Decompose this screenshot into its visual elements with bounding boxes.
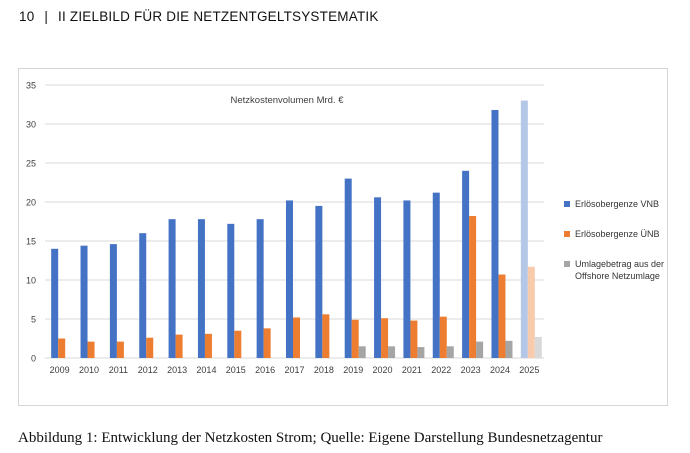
y-tick-label-25: 25 xyxy=(26,159,36,169)
bar-2021-series-2 xyxy=(410,320,418,358)
legend-swatch-3 xyxy=(564,261,570,267)
bar-2013-series-2 xyxy=(175,334,183,358)
legend-item-2: Erlösobergenze ÜNB xyxy=(564,228,674,240)
bar-2011-series-2 xyxy=(116,341,124,358)
bar-2009-series-1 xyxy=(51,248,59,358)
bar-2016-series-2 xyxy=(263,328,271,358)
chart-title: Netzkostenvolumen Mrd. € xyxy=(231,95,345,106)
bar-2020-series-2 xyxy=(381,318,389,358)
bar-2025-series-1 xyxy=(520,100,528,358)
bar-2012-series-1 xyxy=(139,233,147,358)
bar-2023-series-2 xyxy=(469,216,477,358)
x-tick-label-2011: 2011 xyxy=(109,365,128,375)
x-tick-label-2021: 2021 xyxy=(402,365,422,375)
legend-item-3: Umlagebetrag aus der Offshore Netzumlage xyxy=(564,258,674,282)
bar-2019-series-3 xyxy=(358,346,366,358)
bar-2013-series-1 xyxy=(168,219,176,358)
legend-swatch-2 xyxy=(564,231,570,237)
bar-2020-series-3 xyxy=(388,346,396,358)
bar-2021-series-1 xyxy=(403,200,411,358)
legend-swatch-1 xyxy=(564,201,570,207)
bar-2015-series-1 xyxy=(227,223,235,358)
page-number: 10 xyxy=(19,9,35,24)
bar-2019-series-2 xyxy=(351,319,359,358)
x-tick-label-2023: 2023 xyxy=(461,365,481,375)
x-tick-label-2020: 2020 xyxy=(373,365,393,375)
bar-2019-series-1 xyxy=(344,178,352,358)
legend-label-1: Erlösobergenze VNB xyxy=(575,199,660,209)
bar-2021-series-3 xyxy=(417,347,425,358)
x-tick-label-2022: 2022 xyxy=(431,365,451,375)
x-tick-label-2025: 2025 xyxy=(519,365,539,375)
bar-2017-series-1 xyxy=(286,200,293,358)
bar-2022-series-1 xyxy=(432,192,440,358)
x-tick-label-2013: 2013 xyxy=(167,365,187,375)
x-tick-label-2012: 2012 xyxy=(138,365,158,375)
y-tick-label-30: 30 xyxy=(26,120,36,130)
x-tick-label-2017: 2017 xyxy=(284,365,304,375)
bar-2022-series-2 xyxy=(439,316,447,358)
legend-item-1: Erlösobergenze VNB xyxy=(564,198,674,210)
bar-2014-series-2 xyxy=(204,333,212,358)
bar-2024-series-3 xyxy=(505,340,513,358)
bar-2023-series-1 xyxy=(462,170,470,358)
legend-label-2: Erlösobergenze ÜNB xyxy=(575,229,660,239)
bar-2011-series-1 xyxy=(109,244,117,358)
bar-2009-series-2 xyxy=(58,338,66,358)
bar-2024-series-2 xyxy=(498,274,506,358)
page-header: 10 | II ZIELBILD FÜR DIE NETZENTGELTSYST… xyxy=(19,9,379,24)
bar-2023-series-3 xyxy=(476,341,484,358)
x-tick-label-2014: 2014 xyxy=(196,365,216,375)
x-tick-label-2018: 2018 xyxy=(314,365,334,375)
bar-2012-series-2 xyxy=(146,337,154,358)
bar-2022-series-3 xyxy=(446,346,454,358)
x-tick-label-2010: 2010 xyxy=(79,365,99,375)
figure-caption: Abbildung 1: Entwicklung der Netzkosten … xyxy=(18,430,603,446)
y-tick-label-35: 35 xyxy=(26,81,36,91)
bar-2014-series-1 xyxy=(197,219,205,358)
section-title: II ZIELBILD FÜR DIE NETZENTGELTSYSTEMATI… xyxy=(58,9,379,24)
bar-2018-series-2 xyxy=(322,314,330,358)
y-tick-label-10: 10 xyxy=(26,276,36,286)
bar-2018-series-1 xyxy=(315,205,323,358)
x-tick-label-2019: 2019 xyxy=(343,365,363,375)
x-tick-label-2016: 2016 xyxy=(255,365,275,375)
bar-2015-series-2 xyxy=(234,330,242,358)
chart-frame: 0 5 10 15 20 25 30 35 Netzkostenvolumen Mrd. €20… xyxy=(18,68,668,406)
header-separator: | xyxy=(44,9,49,24)
y-tick-label-15: 15 xyxy=(26,237,36,247)
x-tick-label-2009: 2009 xyxy=(50,365,70,375)
bar-2025-series-2 xyxy=(527,266,535,358)
x-tick-label-2015: 2015 xyxy=(226,365,246,375)
bar-2020-series-1 xyxy=(374,197,382,358)
bar-2017-series-2 xyxy=(293,317,300,358)
y-tick-label-20: 20 xyxy=(26,198,36,208)
bar-2010-series-2 xyxy=(87,341,95,358)
x-tick-label-2024: 2024 xyxy=(490,365,510,375)
legend-label-3: Umlagebetrag aus der Offshore Netzumlage xyxy=(575,259,665,281)
bar-2010-series-1 xyxy=(80,245,88,358)
y-tick-label-5: 5 xyxy=(31,315,36,325)
bar-2024-series-1 xyxy=(491,109,499,359)
bar-2025-series-3 xyxy=(534,336,542,358)
bar-2016-series-1 xyxy=(256,219,264,358)
y-tick-label-0: 0 xyxy=(31,354,36,364)
